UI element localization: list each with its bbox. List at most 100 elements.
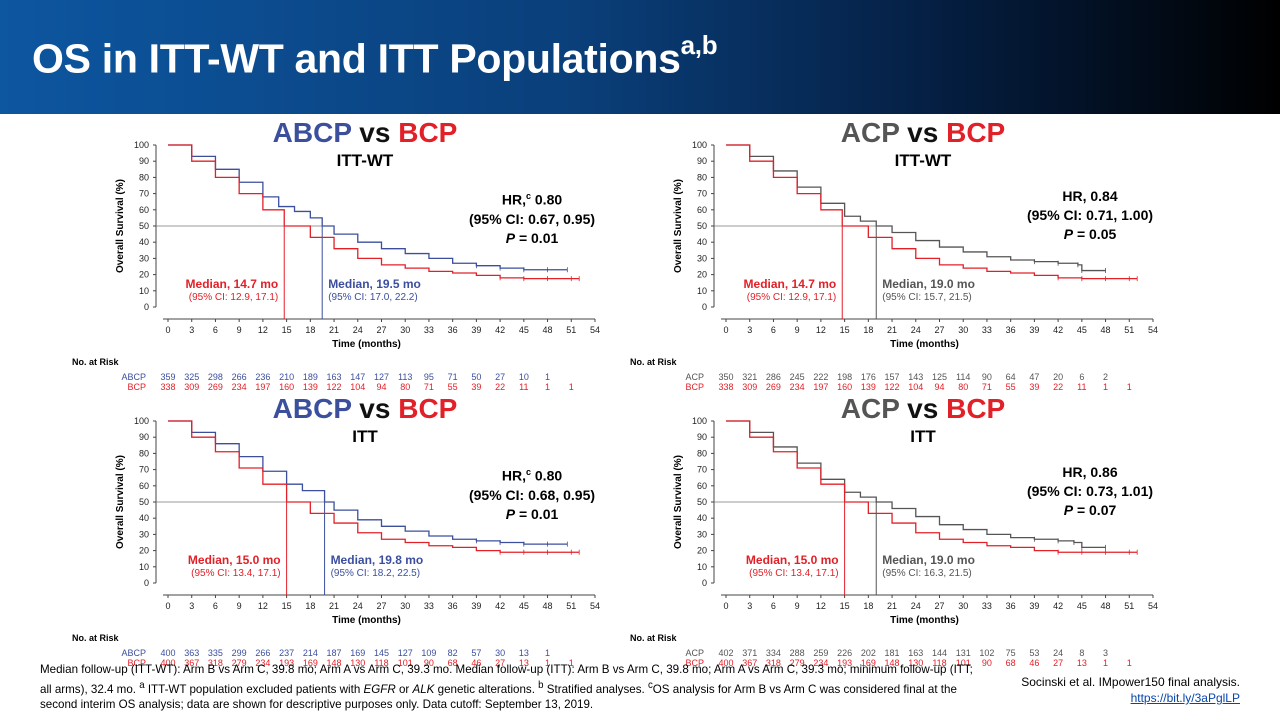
x-tick-label: 30 bbox=[400, 601, 410, 611]
x-tick-label: 48 bbox=[1101, 325, 1111, 335]
x-tick-label: 3 bbox=[189, 601, 194, 611]
risk-value: 193 bbox=[837, 658, 852, 668]
x-tick-label: 45 bbox=[519, 601, 529, 611]
footnote-part: genetic alterations. bbox=[434, 682, 539, 696]
median-ci: (95% CI: 15.7, 21.5) bbox=[882, 292, 972, 303]
footnote-egfr: EGFR bbox=[363, 682, 396, 696]
risk-value: 325 bbox=[184, 372, 199, 382]
risk-value: 122 bbox=[327, 382, 342, 392]
risk-value: 197 bbox=[813, 382, 828, 392]
risk-table-header: No. at Risk bbox=[630, 357, 678, 367]
y-tick-label: 70 bbox=[697, 189, 707, 199]
median-ci: (95% CI: 18.2, 22.5) bbox=[330, 568, 421, 579]
risk-value: 1 bbox=[1127, 382, 1132, 392]
risk-value: 363 bbox=[184, 648, 199, 658]
risk-value: 234 bbox=[255, 658, 270, 668]
chart-title-arm-b: BCP bbox=[398, 393, 458, 424]
y-tick-label: 100 bbox=[134, 140, 149, 150]
x-tick-label: 27 bbox=[376, 601, 386, 611]
citation-link[interactable]: https://bit.ly/3aPglLP bbox=[1130, 691, 1240, 705]
risk-value: 50 bbox=[471, 372, 481, 382]
x-tick-label: 51 bbox=[566, 325, 576, 335]
y-tick-label: 50 bbox=[139, 497, 149, 507]
risk-value: 402 bbox=[718, 648, 733, 658]
risk-value: 234 bbox=[813, 658, 828, 668]
risk-value: 10 bbox=[519, 372, 529, 382]
risk-value: 145 bbox=[374, 648, 389, 658]
hr-line: HR, 0.86 bbox=[990, 463, 1190, 482]
hr-label: HR, 0.86 bbox=[1062, 464, 1118, 480]
risk-value: 11 bbox=[1077, 382, 1086, 392]
risk-value: 39 bbox=[471, 382, 481, 392]
footnote-part: Median follow-up (ITT-WT): Arm B vs Arm … bbox=[40, 663, 973, 696]
x-tick-label: 3 bbox=[747, 325, 752, 335]
median-value: Median, 19.5 mo bbox=[328, 277, 421, 291]
risk-value: 13 bbox=[519, 658, 529, 668]
risk-value: 101 bbox=[956, 658, 971, 668]
y-tick-label: 60 bbox=[139, 205, 149, 215]
hr-label: HR, 0.84 bbox=[1062, 188, 1118, 204]
risk-value: 1 bbox=[545, 382, 550, 392]
hr-superscript: c bbox=[525, 467, 531, 477]
x-tick-label: 12 bbox=[816, 601, 826, 611]
km-panel-acp-itt: ACP vs BCP ITT HR, 0.86 (95% CI: 0.73, 1.01… bbox=[618, 391, 1178, 668]
hr-ci: (95% CI: 0.71, 1.00) bbox=[1026, 207, 1154, 223]
risk-value: 148 bbox=[327, 658, 342, 668]
x-tick-label: 36 bbox=[448, 325, 458, 335]
x-tick-label: 39 bbox=[1029, 325, 1039, 335]
risk-value: 197 bbox=[255, 382, 270, 392]
survival-curve-abcp bbox=[168, 420, 568, 545]
risk-row-label: ABCP bbox=[121, 372, 146, 382]
ci-line: (95% CI: 0.71, 1.00) bbox=[990, 206, 1190, 225]
risk-value: 27 bbox=[495, 372, 505, 382]
x-tick-label: 18 bbox=[863, 601, 873, 611]
y-tick-label: 40 bbox=[139, 513, 149, 523]
risk-value: 193 bbox=[279, 658, 294, 668]
hr-ci: (95% CI: 0.67, 0.95) bbox=[468, 210, 596, 227]
median-label-arm-a: Median, 19.0 mo (95% CI: 15.7, 21.5) bbox=[882, 277, 986, 305]
x-tick-label: 9 bbox=[795, 325, 800, 335]
x-axis-label: Time (months) bbox=[332, 615, 401, 626]
risk-value: 101 bbox=[398, 658, 413, 668]
risk-value: 55 bbox=[1006, 382, 1016, 392]
chart-subtitle: ITT bbox=[723, 427, 1123, 447]
risk-value: 95 bbox=[424, 372, 434, 382]
risk-value: 75 bbox=[1006, 648, 1016, 658]
km-panel-acp-itt-wt: ACP vs BCP ITT-WT HR, 0.84 (95% CI: 0.71, 1… bbox=[618, 115, 1178, 392]
risk-value: 139 bbox=[861, 382, 876, 392]
y-tick-label: 100 bbox=[134, 416, 149, 426]
chart-title: ACP vs BCP bbox=[723, 117, 1123, 149]
risk-value: 234 bbox=[232, 382, 247, 392]
chart-subtitle: ITT bbox=[165, 427, 565, 447]
risk-value: 169 bbox=[861, 658, 876, 668]
risk-value: 1 bbox=[545, 372, 550, 382]
risk-value: 109 bbox=[421, 648, 436, 658]
median-value: Median, 15.0 mo bbox=[187, 553, 281, 567]
x-tick-label: 18 bbox=[305, 601, 315, 611]
risk-value: 71 bbox=[424, 382, 434, 392]
x-tick-label: 6 bbox=[771, 601, 776, 611]
p-value: = 0.07 bbox=[1076, 502, 1117, 518]
x-axis-label: Time (months) bbox=[890, 339, 959, 350]
x-tick-label: 6 bbox=[213, 325, 218, 335]
y-tick-label: 60 bbox=[697, 481, 707, 491]
risk-value: 359 bbox=[160, 372, 175, 382]
x-axis-label: Time (months) bbox=[332, 339, 401, 350]
median-ci: (95% CI: 12.9, 17.1) bbox=[746, 292, 837, 303]
x-tick-label: 27 bbox=[934, 601, 944, 611]
risk-value: 334 bbox=[766, 648, 781, 658]
risk-value: 82 bbox=[448, 648, 458, 658]
risk-value: 266 bbox=[255, 648, 270, 658]
risk-value: 279 bbox=[790, 658, 805, 668]
y-tick-label: 20 bbox=[697, 270, 707, 280]
risk-value: 64 bbox=[1006, 372, 1016, 382]
risk-value: 27 bbox=[495, 658, 505, 668]
y-tick-label: 50 bbox=[697, 497, 707, 507]
risk-value: 22 bbox=[1053, 382, 1063, 392]
footnote-part: Stratified analyses. bbox=[543, 682, 648, 696]
p-line: P = 0.05 bbox=[990, 225, 1190, 244]
risk-value: 400 bbox=[718, 658, 733, 668]
y-tick-label: 70 bbox=[139, 189, 149, 199]
risk-row-label: BCP bbox=[127, 382, 146, 392]
